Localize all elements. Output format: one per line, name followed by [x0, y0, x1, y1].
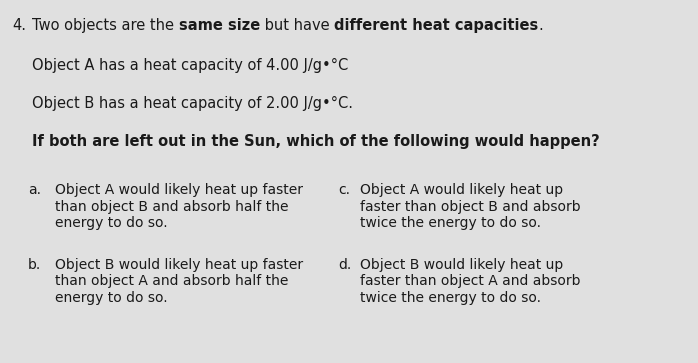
Text: Two objects are the: Two objects are the	[32, 18, 179, 33]
Text: different heat capacities: different heat capacities	[334, 18, 538, 33]
Text: a.: a.	[28, 183, 41, 197]
Text: c.: c.	[338, 183, 350, 197]
Text: Object A would likely heat up: Object A would likely heat up	[360, 183, 563, 197]
Text: energy to do so.: energy to do so.	[55, 291, 168, 305]
Text: 4.: 4.	[12, 18, 26, 33]
Text: than object A and absorb half the: than object A and absorb half the	[55, 274, 288, 289]
Text: Object B would likely heat up faster: Object B would likely heat up faster	[55, 258, 303, 272]
Text: faster than object A and absorb: faster than object A and absorb	[360, 274, 581, 289]
Text: faster than object B and absorb: faster than object B and absorb	[360, 200, 581, 213]
Text: Object B has a heat capacity of 2.00 J/g•°C.: Object B has a heat capacity of 2.00 J/g…	[32, 96, 353, 111]
Text: b.: b.	[28, 258, 41, 272]
Text: Object B would likely heat up: Object B would likely heat up	[360, 258, 563, 272]
Text: twice the energy to do so.: twice the energy to do so.	[360, 291, 541, 305]
Text: d.: d.	[338, 258, 351, 272]
Text: same size: same size	[179, 18, 260, 33]
Text: If both are left out in the Sun, which of the following would happen?: If both are left out in the Sun, which o…	[32, 134, 600, 149]
Text: Object A would likely heat up faster: Object A would likely heat up faster	[55, 183, 303, 197]
Text: twice the energy to do so.: twice the energy to do so.	[360, 216, 541, 230]
Text: but have: but have	[260, 18, 334, 33]
Text: .: .	[538, 18, 543, 33]
Text: Object A has a heat capacity of 4.00 J/g•°C: Object A has a heat capacity of 4.00 J/g…	[32, 58, 348, 73]
Text: energy to do so.: energy to do so.	[55, 216, 168, 230]
Text: than object B and absorb half the: than object B and absorb half the	[55, 200, 288, 213]
